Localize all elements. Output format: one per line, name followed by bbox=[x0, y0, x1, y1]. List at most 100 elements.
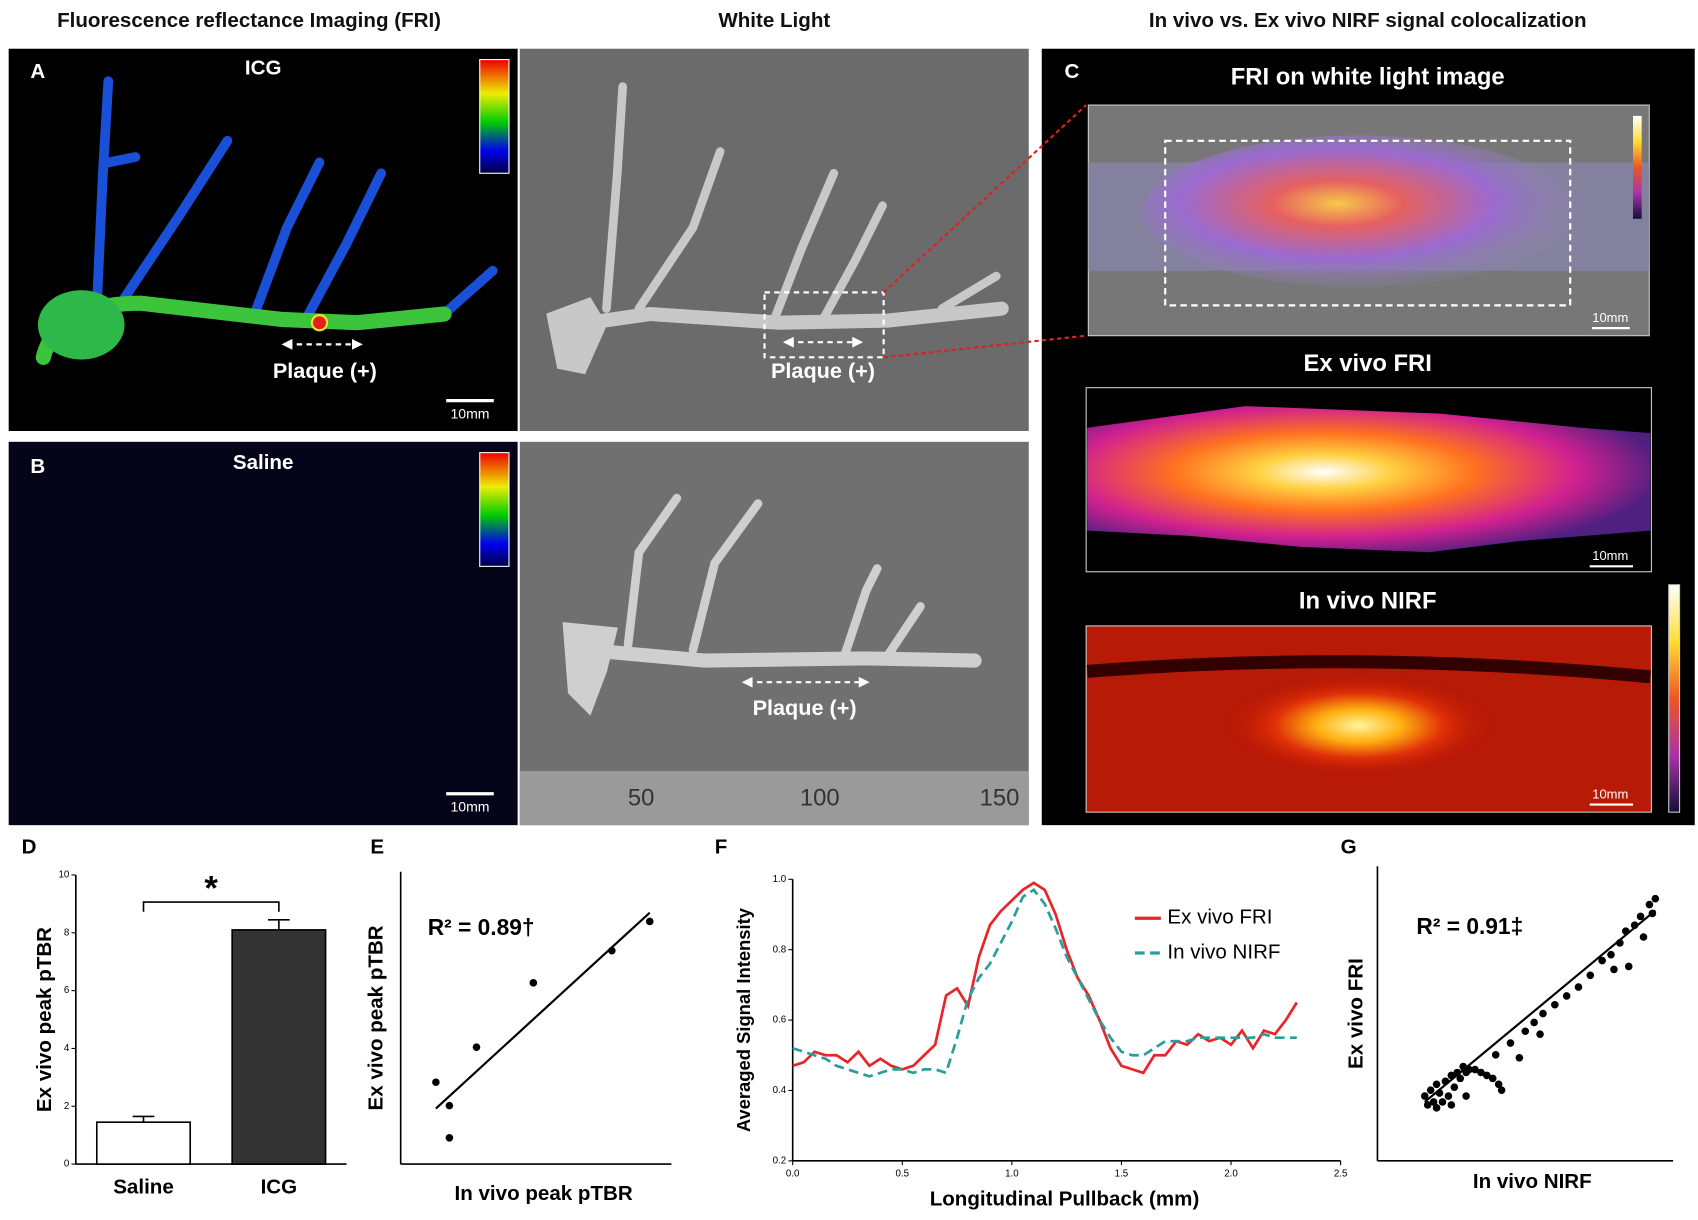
x-tick-label: 0.0 bbox=[786, 1168, 800, 1179]
point bbox=[1631, 921, 1639, 929]
point bbox=[473, 1043, 481, 1051]
panel-label: B bbox=[30, 455, 45, 478]
annotation: Plaque (+) bbox=[273, 358, 377, 383]
point bbox=[1539, 1010, 1547, 1018]
y-tick-label: 4 bbox=[64, 1043, 70, 1054]
point bbox=[1448, 1101, 1456, 1109]
y-axis-label: Ex vivo peak pTBR bbox=[364, 925, 387, 1110]
x-tick-label: 1.0 bbox=[1005, 1168, 1019, 1179]
panel-label: C bbox=[1064, 60, 1079, 83]
annotation: R² = 0.89† bbox=[428, 914, 535, 940]
y-tick-label: 6 bbox=[64, 985, 69, 996]
page: {"figure":{"headers":["Fluorescence refl… bbox=[0, 0, 1698, 1220]
annotation: Plaque (+) bbox=[771, 358, 875, 383]
header: White Light bbox=[718, 9, 830, 32]
scale-label: 10mm bbox=[1592, 548, 1628, 563]
x-tick-label: 0.5 bbox=[896, 1168, 910, 1179]
point bbox=[1421, 1092, 1429, 1100]
ruler-label: 50 bbox=[628, 784, 655, 811]
ruler bbox=[520, 771, 1029, 825]
point bbox=[1516, 1054, 1524, 1062]
point bbox=[1563, 992, 1571, 1000]
y-tick-label: 0.6 bbox=[773, 1015, 787, 1026]
panel-title: ICG bbox=[245, 57, 282, 80]
y-tick-label: 8 bbox=[64, 927, 69, 938]
point bbox=[1536, 1030, 1544, 1038]
point bbox=[446, 1134, 454, 1142]
scale-label: 10mm bbox=[1592, 786, 1628, 801]
point bbox=[1439, 1098, 1447, 1106]
point bbox=[1607, 951, 1615, 959]
y-tick-label: 2 bbox=[64, 1101, 69, 1112]
image-title: FRI on white light image bbox=[1231, 63, 1505, 90]
point bbox=[1433, 1080, 1441, 1088]
bar bbox=[97, 1122, 190, 1164]
scale-label: 10mm bbox=[1592, 310, 1628, 325]
image-title: Ex vivo FRI bbox=[1304, 350, 1432, 377]
image-title: In vivo NIRF bbox=[1299, 587, 1437, 614]
point bbox=[608, 947, 616, 955]
x-tick-label: 2.0 bbox=[1224, 1168, 1238, 1179]
y-tick-label: 0 bbox=[64, 1159, 70, 1170]
panel-label: A bbox=[30, 60, 45, 83]
point bbox=[1530, 1019, 1538, 1027]
point bbox=[1625, 963, 1633, 971]
x-axis-label: Longitudinal Pullback (mm) bbox=[930, 1187, 1200, 1210]
header: Fluorescence reflectance Imaging (FRI) bbox=[57, 9, 441, 32]
signal bbox=[1087, 406, 1650, 552]
y-axis-label: Ex vivo FRI bbox=[1344, 958, 1367, 1069]
point bbox=[1646, 901, 1654, 909]
legend-label: In vivo NIRF bbox=[1167, 940, 1280, 963]
point bbox=[1649, 910, 1657, 918]
point bbox=[1521, 1027, 1529, 1035]
point bbox=[1598, 957, 1606, 965]
fri-image bbox=[9, 49, 518, 431]
fri-image bbox=[9, 442, 518, 825]
bar bbox=[232, 930, 325, 1164]
point bbox=[1489, 1075, 1497, 1083]
x-tick-label: 2.5 bbox=[1334, 1168, 1348, 1179]
panel-label: D bbox=[22, 835, 37, 858]
panel-label: E bbox=[370, 835, 384, 858]
point bbox=[446, 1102, 454, 1110]
point bbox=[1551, 1001, 1559, 1009]
point bbox=[1587, 972, 1595, 980]
colorbar bbox=[1633, 116, 1642, 219]
point bbox=[1507, 1039, 1515, 1047]
panel-label: G bbox=[1341, 835, 1357, 858]
x-axis-label: In vivo NIRF bbox=[1473, 1170, 1592, 1193]
point bbox=[1436, 1089, 1444, 1097]
annotation: R² = 0.91‡ bbox=[1416, 913, 1523, 939]
colorbar bbox=[480, 60, 509, 174]
signal bbox=[1218, 666, 1500, 774]
point bbox=[1462, 1092, 1470, 1100]
y-tick-label: 0.2 bbox=[773, 1155, 787, 1166]
fit-line bbox=[436, 913, 650, 1109]
point bbox=[530, 979, 538, 987]
y-tick-label: 0.8 bbox=[773, 944, 787, 955]
point bbox=[1445, 1092, 1453, 1100]
signal bbox=[1142, 135, 1575, 287]
point bbox=[1637, 913, 1645, 921]
point bbox=[1442, 1078, 1450, 1086]
header: In vivo vs. Ex vivo NIRF signal colocali… bbox=[1149, 9, 1587, 32]
y-axis-label: Averaged Signal Intensity bbox=[733, 907, 754, 1132]
point bbox=[1492, 1051, 1500, 1059]
point bbox=[1433, 1104, 1441, 1112]
x-tick-label: ICG bbox=[261, 1175, 298, 1198]
colorbar bbox=[1669, 585, 1680, 812]
point bbox=[1456, 1075, 1464, 1083]
point bbox=[1652, 895, 1660, 903]
ruler-label: 100 bbox=[800, 784, 840, 811]
colorbar bbox=[480, 453, 509, 567]
point bbox=[1451, 1083, 1459, 1091]
point bbox=[646, 918, 654, 926]
figure: Fluorescence reflectance Imaging (FRI) W… bbox=[0, 0, 1698, 1215]
point bbox=[1610, 966, 1618, 974]
x-axis-label: In vivo peak pTBR bbox=[455, 1182, 633, 1205]
y-axis-label: Ex vivo peak pTBR bbox=[33, 927, 56, 1112]
y-tick-label: 1.0 bbox=[773, 874, 787, 885]
y-tick-label: 10 bbox=[58, 870, 69, 881]
point bbox=[1498, 1086, 1506, 1094]
point bbox=[1616, 939, 1624, 947]
